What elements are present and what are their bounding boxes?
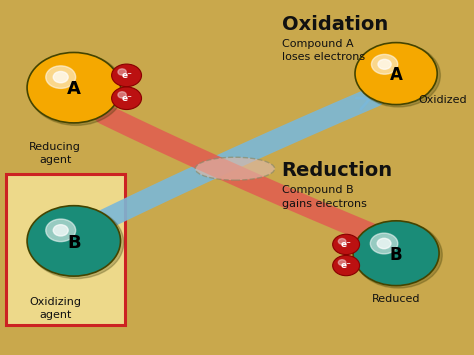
Circle shape [27,206,120,276]
Text: Oxidized: Oxidized [419,95,467,105]
Ellipse shape [195,157,274,180]
Circle shape [46,66,76,88]
Circle shape [355,222,442,288]
Circle shape [27,53,120,123]
Circle shape [333,234,360,255]
Text: e⁻: e⁻ [121,94,132,103]
Circle shape [53,71,68,83]
Circle shape [370,233,398,254]
Circle shape [333,255,360,276]
Circle shape [353,221,439,286]
Text: A: A [67,81,81,98]
FancyBboxPatch shape [6,174,125,326]
Circle shape [118,92,126,98]
Text: A: A [390,66,402,84]
Text: B: B [67,234,81,252]
Text: Oxidizing
agent: Oxidizing agent [29,297,81,320]
Circle shape [338,260,346,265]
Text: Oxidation: Oxidation [282,15,388,34]
Circle shape [53,225,68,236]
Circle shape [28,54,124,125]
Circle shape [118,69,126,75]
Circle shape [338,239,346,244]
Text: B: B [390,246,402,264]
Circle shape [112,87,142,110]
Text: e⁻: e⁻ [121,71,132,80]
Text: Reduced: Reduced [372,294,420,304]
Circle shape [372,54,398,74]
Circle shape [46,219,76,242]
Circle shape [377,238,391,249]
Text: Compound B
gains electrons: Compound B gains electrons [282,185,366,209]
Text: e⁻: e⁻ [341,240,352,249]
Circle shape [356,44,440,107]
Circle shape [378,59,391,69]
Circle shape [28,207,124,279]
Text: e⁻: e⁻ [341,261,352,270]
Circle shape [112,64,142,87]
Text: Reduction: Reduction [282,161,393,180]
Circle shape [355,43,437,105]
Text: Compound A
loses electrons: Compound A loses electrons [282,39,365,62]
Text: Reducing
agent: Reducing agent [29,142,81,165]
